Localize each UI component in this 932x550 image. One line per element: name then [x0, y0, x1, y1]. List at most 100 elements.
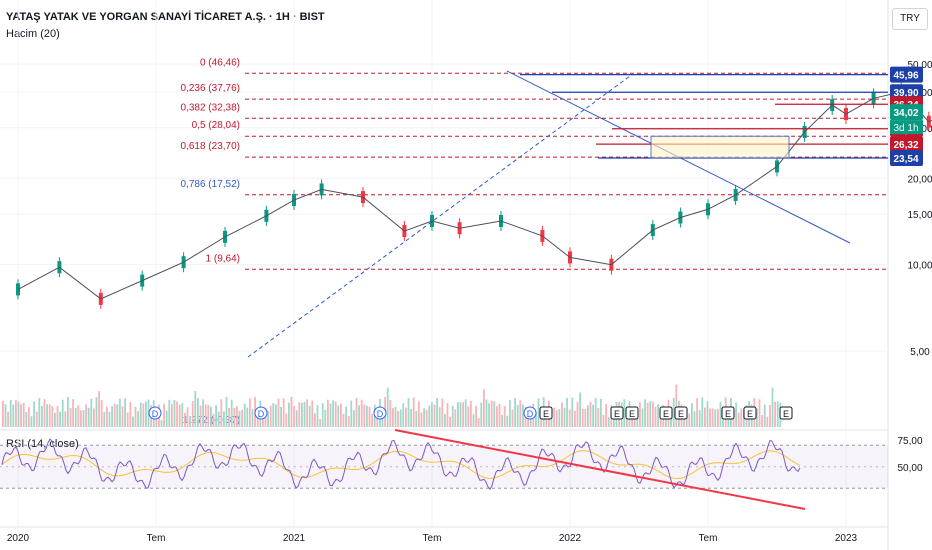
dividend-marker	[254, 406, 268, 420]
dividend-marker	[148, 406, 162, 420]
volume-bar	[589, 401, 592, 427]
volume-bar	[519, 400, 522, 427]
volume-bar	[561, 402, 563, 427]
volume-bar	[418, 401, 420, 427]
volume-bar	[277, 398, 280, 427]
volume-bar	[451, 405, 454, 427]
volume-bar	[321, 403, 324, 427]
price-badge	[890, 66, 923, 83]
volume-bar	[327, 399, 329, 427]
volume-bar	[514, 397, 516, 427]
volume-bar	[285, 413, 288, 427]
volume-bar	[472, 414, 475, 427]
volume-bar	[636, 417, 639, 427]
volume-bar	[113, 403, 116, 427]
volume-bar	[160, 420, 163, 427]
volume-bar	[506, 415, 509, 427]
volume-bar	[581, 408, 584, 427]
volume-bar	[90, 398, 93, 427]
fib-level-label: 0,786 (17,52)	[181, 179, 241, 190]
volume-bar	[56, 406, 59, 427]
volume-bar	[454, 409, 457, 427]
volume-bar	[535, 411, 537, 427]
volume-bar	[163, 403, 165, 427]
volume-bar	[295, 410, 298, 427]
volume-bar	[464, 399, 467, 427]
volume-bar	[238, 410, 241, 427]
volume-bar	[306, 399, 308, 427]
x-tick-label: 2021	[283, 533, 306, 544]
volume-bar	[282, 398, 285, 427]
price-line	[17, 91, 932, 300]
volume-bar	[353, 410, 355, 427]
volume-bar	[691, 403, 693, 427]
volume-bar	[316, 405, 319, 427]
rsi-tick-label: 50,00	[897, 463, 922, 474]
volume-bar	[332, 400, 334, 427]
volume-bar	[202, 399, 204, 427]
volume-bar	[194, 390, 197, 427]
volume-bar	[459, 402, 462, 427]
price-badge	[890, 136, 923, 153]
rsi-line	[1, 438, 801, 491]
volume-bar	[147, 399, 150, 427]
volume-bar	[256, 411, 259, 427]
price-badge-label: 39,90	[893, 88, 918, 99]
volume-bar	[698, 410, 701, 427]
volume-bar	[355, 397, 358, 427]
volume-bar	[298, 402, 301, 427]
event-marker-label: E	[783, 409, 789, 419]
volume-bar	[33, 401, 35, 427]
volume-bar	[579, 392, 581, 427]
volume-bar	[704, 407, 706, 427]
volume-bar	[347, 415, 350, 427]
volume-bar	[498, 403, 501, 427]
volume-bar	[267, 410, 269, 427]
price-badge-label: 26,32	[893, 140, 918, 151]
volume-bar	[64, 411, 67, 427]
volume-bar	[758, 399, 761, 427]
volume-bar	[389, 400, 392, 427]
countdown-badge	[890, 120, 923, 135]
volume-bar	[360, 399, 363, 427]
event-marker-label: E	[747, 409, 753, 419]
volume-bar	[501, 414, 503, 427]
volume-bar	[337, 405, 340, 427]
volume-bar	[412, 397, 415, 427]
volume-bar	[319, 419, 321, 427]
volume-bar	[607, 417, 610, 427]
volume-bar	[51, 406, 54, 427]
volume-bar	[186, 407, 189, 427]
price-badge-label: 45,96	[893, 71, 918, 82]
volume-bar	[46, 404, 48, 427]
volume-bar	[168, 399, 171, 427]
volume-bar	[602, 414, 605, 427]
countdown-label: 3d 1h	[893, 123, 918, 134]
volume-bar	[675, 384, 678, 427]
volume-bar	[766, 416, 769, 427]
volume-bar	[100, 400, 103, 427]
earnings-marker	[625, 406, 639, 420]
volume-bar	[181, 403, 184, 427]
volume-bar	[763, 404, 766, 427]
currency-button[interactable]: TRY	[892, 8, 928, 30]
volume-bar	[93, 408, 95, 427]
price-badge	[890, 149, 923, 166]
event-marker-label: E	[543, 409, 549, 419]
event-marker-label: E	[629, 409, 635, 419]
volume-bar	[228, 407, 230, 427]
volume-bar	[41, 405, 43, 427]
volume-bar	[345, 406, 347, 427]
volume-bar	[155, 412, 158, 427]
volume-bar	[7, 411, 9, 427]
rsi-label: RSI (14, close)	[6, 438, 79, 450]
volume-bar	[137, 411, 139, 427]
price-badge-label: 23,54	[893, 154, 918, 165]
volume-bar	[290, 396, 293, 427]
volume-bar	[334, 401, 337, 427]
volume-bar	[329, 403, 332, 427]
volume-bar	[350, 400, 353, 427]
volume-bar	[431, 402, 433, 427]
volume-bar	[251, 408, 254, 427]
